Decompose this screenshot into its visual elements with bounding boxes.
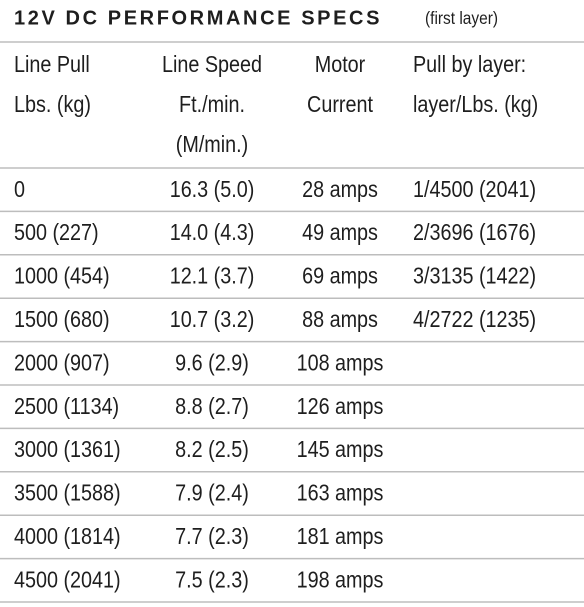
table-cell: 7.7 (2.3) [175, 524, 249, 550]
table-cell: 2000 (907) [14, 350, 110, 376]
table-cell: 14.0 (4.3) [170, 220, 255, 246]
header-cell: Current [307, 92, 373, 118]
table-cell: 88 amps [302, 307, 378, 333]
table-cell: 4500 (2041) [14, 567, 121, 593]
table-cell: 145 amps [297, 437, 384, 463]
header-cell: Line Pull [14, 52, 90, 78]
table-cell: 7.5 (2.3) [175, 567, 249, 593]
subtitle: (first layer) [425, 8, 498, 28]
header-cell: Ft./min. [179, 92, 245, 118]
table-cell: 500 (227) [14, 220, 99, 246]
table-cell: 2/3696 (1676) [413, 220, 536, 246]
title: 12V DC PERFORMANCE SPECS [14, 7, 382, 29]
table-cell: 8.8 (2.7) [175, 393, 249, 419]
header-cell: Lbs. (kg) [14, 92, 91, 118]
table-cell: 8.2 (2.5) [175, 437, 249, 463]
table-cell: 9.6 (2.9) [175, 350, 249, 376]
table-cell: 28 amps [302, 176, 378, 202]
table-cell: 69 amps [302, 263, 378, 289]
table-cell: 4000 (1814) [14, 524, 121, 550]
table-cell: 3500 (1588) [14, 480, 121, 506]
table-cell: 0 [14, 176, 25, 202]
table-cell: 12.1 (3.7) [170, 263, 255, 289]
table-cell: 198 amps [297, 567, 384, 593]
header-cell: layer/Lbs. (kg) [413, 92, 538, 118]
table-cell: 1/4500 (2041) [413, 176, 536, 202]
table-cell: 16.3 (5.0) [170, 176, 255, 202]
table-cell: 108 amps [297, 350, 384, 376]
table-cell: 49 amps [302, 220, 378, 246]
table-cell: 3000 (1361) [14, 437, 121, 463]
header-cell: (M/min.) [176, 132, 248, 158]
table-cell: 163 amps [297, 480, 384, 506]
table-cell: 4/2722 (1235) [413, 307, 536, 333]
table-cell: 2500 (1134) [14, 393, 119, 419]
table-cell: 3/3135 (1422) [413, 263, 536, 289]
header-cell: Line Speed [162, 52, 262, 78]
table-cell: 10.7 (3.2) [170, 307, 255, 333]
table-cell: 1500 (680) [14, 307, 110, 333]
header-cell: Motor [315, 52, 366, 78]
table-cell: 181 amps [297, 524, 384, 550]
table-cell: 1000 (454) [14, 263, 110, 289]
table-cell: 7.9 (2.4) [175, 480, 249, 506]
header-cell: Pull by layer: [413, 52, 526, 78]
table-cell: 126 amps [297, 393, 384, 419]
